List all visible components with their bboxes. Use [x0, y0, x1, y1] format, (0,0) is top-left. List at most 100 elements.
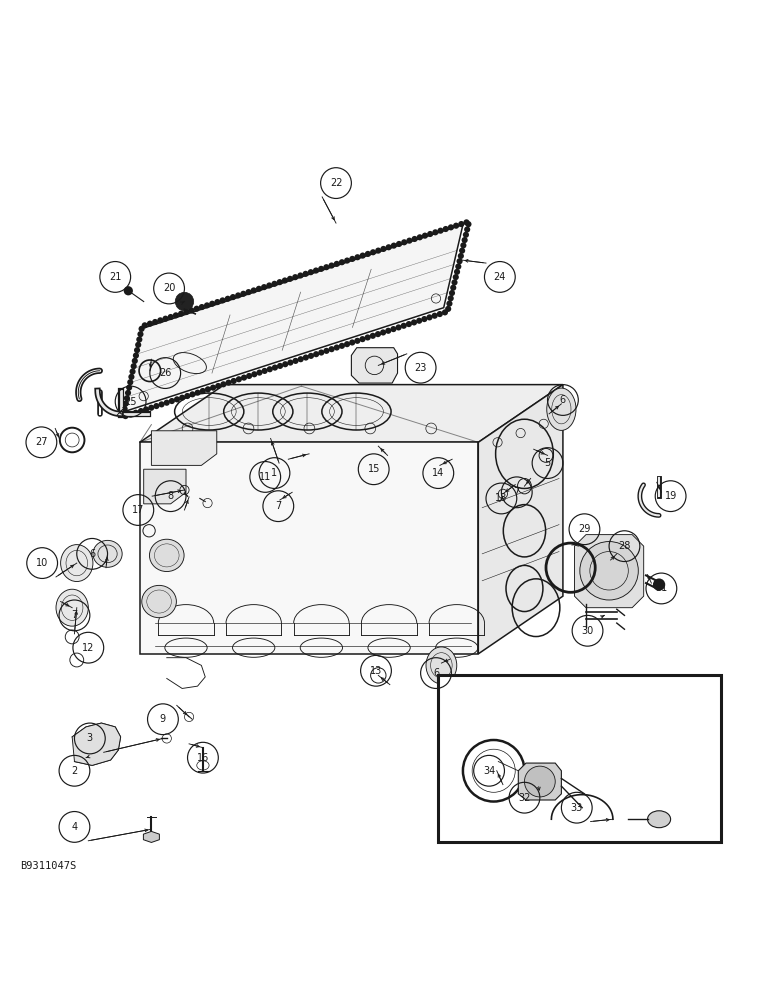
- Circle shape: [344, 341, 350, 347]
- Circle shape: [462, 237, 468, 243]
- Circle shape: [173, 312, 179, 318]
- Text: 12: 12: [82, 643, 94, 653]
- Circle shape: [277, 363, 283, 369]
- Circle shape: [120, 411, 127, 417]
- Circle shape: [198, 304, 205, 310]
- Circle shape: [323, 264, 330, 270]
- Circle shape: [391, 326, 397, 332]
- Circle shape: [524, 766, 555, 797]
- Circle shape: [262, 368, 268, 374]
- Circle shape: [169, 398, 175, 404]
- Text: 13: 13: [370, 666, 382, 676]
- Circle shape: [454, 269, 460, 275]
- Polygon shape: [124, 225, 463, 412]
- Circle shape: [406, 321, 412, 327]
- Polygon shape: [151, 431, 217, 465]
- Circle shape: [138, 326, 144, 332]
- Circle shape: [137, 331, 144, 337]
- Circle shape: [411, 236, 418, 242]
- Circle shape: [220, 381, 226, 387]
- Circle shape: [452, 279, 458, 286]
- Circle shape: [449, 290, 455, 296]
- Circle shape: [442, 309, 448, 315]
- Ellipse shape: [426, 647, 457, 684]
- Circle shape: [142, 322, 147, 328]
- Circle shape: [380, 329, 386, 336]
- Circle shape: [225, 380, 232, 386]
- Text: 6: 6: [89, 549, 95, 559]
- Circle shape: [127, 411, 134, 417]
- Circle shape: [293, 358, 299, 364]
- Circle shape: [334, 344, 340, 351]
- Circle shape: [266, 282, 273, 289]
- Ellipse shape: [547, 388, 576, 430]
- Text: 19: 19: [665, 491, 677, 501]
- Text: 7: 7: [71, 610, 78, 620]
- Ellipse shape: [61, 545, 93, 582]
- Text: 6: 6: [433, 668, 439, 678]
- Circle shape: [148, 405, 154, 411]
- Circle shape: [272, 281, 278, 287]
- Text: 34: 34: [483, 766, 495, 776]
- Circle shape: [200, 388, 206, 394]
- Ellipse shape: [93, 540, 122, 567]
- Text: 1: 1: [272, 468, 277, 478]
- Circle shape: [466, 221, 472, 227]
- Circle shape: [225, 296, 231, 302]
- Circle shape: [195, 390, 201, 396]
- Circle shape: [303, 354, 309, 361]
- Circle shape: [318, 349, 324, 356]
- Circle shape: [189, 391, 195, 397]
- Circle shape: [272, 365, 278, 371]
- Text: 30: 30: [581, 626, 594, 636]
- Circle shape: [339, 259, 345, 265]
- Circle shape: [448, 295, 454, 301]
- Circle shape: [126, 384, 132, 391]
- Circle shape: [459, 248, 466, 254]
- Circle shape: [282, 361, 288, 367]
- Circle shape: [365, 251, 371, 257]
- Circle shape: [162, 316, 168, 322]
- Circle shape: [448, 224, 454, 230]
- Circle shape: [308, 353, 314, 359]
- Circle shape: [426, 314, 432, 320]
- Circle shape: [127, 379, 134, 385]
- Circle shape: [442, 226, 449, 232]
- Circle shape: [464, 226, 470, 233]
- Circle shape: [215, 383, 222, 389]
- Text: 5: 5: [544, 458, 550, 468]
- Circle shape: [354, 338, 361, 344]
- Circle shape: [134, 347, 141, 353]
- Polygon shape: [351, 348, 398, 383]
- Ellipse shape: [142, 585, 176, 618]
- Text: 26: 26: [159, 368, 171, 378]
- Text: 31: 31: [655, 583, 668, 593]
- Text: 33: 33: [571, 803, 583, 813]
- Circle shape: [154, 403, 160, 409]
- Circle shape: [349, 256, 355, 262]
- Circle shape: [209, 301, 215, 307]
- Circle shape: [157, 317, 164, 323]
- Circle shape: [183, 309, 189, 315]
- Circle shape: [370, 333, 376, 339]
- Circle shape: [391, 243, 397, 249]
- Circle shape: [459, 221, 465, 227]
- Circle shape: [360, 336, 366, 342]
- Circle shape: [185, 393, 191, 399]
- Circle shape: [130, 368, 136, 375]
- Ellipse shape: [56, 589, 88, 626]
- Circle shape: [297, 272, 303, 279]
- Polygon shape: [144, 469, 186, 504]
- Circle shape: [240, 291, 246, 297]
- Circle shape: [437, 311, 443, 317]
- Circle shape: [344, 257, 350, 264]
- Circle shape: [123, 400, 129, 407]
- Text: 7: 7: [513, 487, 520, 497]
- Text: 29: 29: [578, 524, 591, 534]
- Circle shape: [422, 316, 428, 322]
- Circle shape: [205, 386, 211, 392]
- Circle shape: [580, 542, 638, 600]
- Circle shape: [360, 253, 366, 259]
- Polygon shape: [518, 763, 561, 800]
- Text: 15: 15: [367, 464, 380, 474]
